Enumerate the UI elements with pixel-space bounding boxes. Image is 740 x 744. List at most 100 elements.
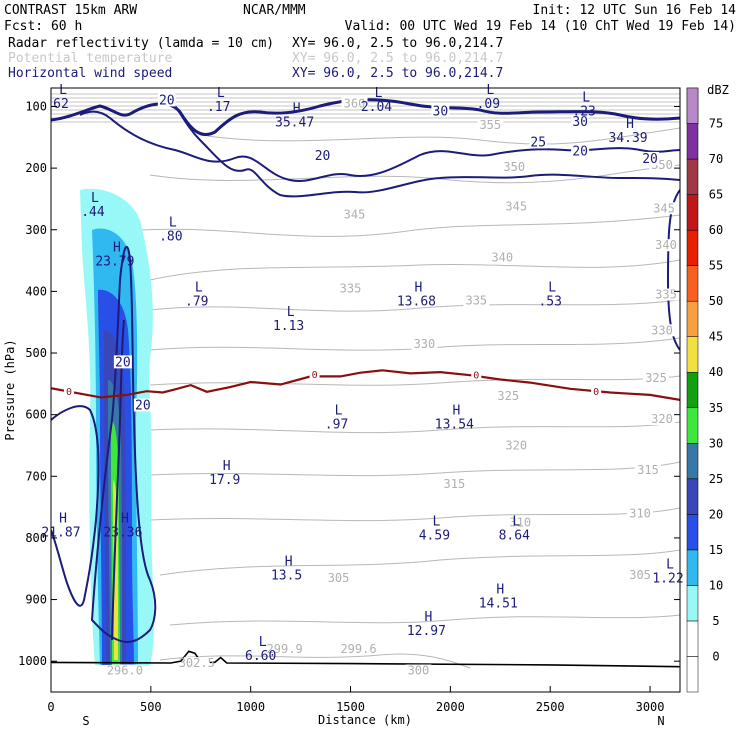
wind-20-left-contour — [51, 405, 100, 607]
theta-label: 315 — [637, 463, 659, 477]
x-tick-label: 0 — [47, 700, 54, 714]
theta-350-line — [149, 164, 680, 184]
theta-label: 330 — [651, 323, 673, 337]
theta-label: 345 — [505, 199, 527, 213]
wind-jet-core-contour — [111, 319, 125, 641]
institution-label: NCAR/MMM — [243, 3, 306, 18]
y-tick-label: 400 — [25, 284, 47, 298]
field-wind-name: Horizontal wind speed — [8, 66, 172, 81]
wind-label-bg — [571, 114, 590, 128]
theta-label: 335 — [340, 281, 362, 295]
extremum-value: .17 — [207, 100, 230, 115]
theta-label-bg — [627, 507, 654, 520]
theta-label: 305 — [629, 568, 651, 582]
colorbar-level-label: 25 — [709, 472, 723, 486]
freezing-label-bg — [309, 368, 320, 379]
wind-label: 20 — [115, 355, 131, 370]
colorbar-swatch — [686, 229, 699, 266]
x-tick-label: 2000 — [436, 700, 465, 714]
theta-label-bg — [111, 664, 138, 677]
theta-320-line — [149, 421, 680, 434]
theta-label-bg — [341, 97, 368, 110]
theta-label: 302.5 — [179, 656, 215, 670]
theta-label: 325 — [497, 389, 519, 403]
colorbar: dBZ 0 5 10 15 20 25 30 35 40 45 50 55 60 65 70 75 — [686, 83, 729, 693]
init-time: Init: 12 UTC Sun 16 Feb 14 — [533, 3, 737, 18]
wind-label: 20 — [315, 149, 331, 164]
high-marker: H — [496, 582, 504, 597]
extremum-value: 1.13 — [273, 319, 304, 334]
x-axis-start-label: S — [82, 714, 89, 728]
low-marker: L — [217, 86, 225, 101]
wind-label: 20 — [572, 145, 588, 160]
field-theta-name: Potential temperature — [8, 51, 173, 66]
extremum-value: .09 — [477, 97, 500, 112]
theta-label-bg — [627, 568, 654, 581]
colorbar-level-label: 0 — [712, 649, 719, 663]
extremum-value: 13.54 — [435, 418, 474, 433]
extremum-value: 4.59 — [419, 529, 450, 544]
colorbar-swatch — [686, 371, 699, 409]
theta-label-bg — [503, 439, 530, 452]
wind-20-upper-contour — [169, 99, 680, 198]
wind-label-bg — [529, 135, 548, 149]
y-tick-label: 200 — [25, 161, 47, 175]
colorbar-swatch — [686, 549, 699, 586]
wind-label: 30 — [433, 105, 449, 120]
colorbar-swatch — [686, 514, 699, 551]
colorbar-swatch — [686, 87, 699, 124]
extremum-value: 62 — [53, 97, 69, 112]
theta-label: 299.9 — [267, 642, 303, 656]
theta-label: 299.6 — [340, 642, 376, 656]
field-radar-xy: XY= 96.0, 2.5 to 96.0,214.7 — [292, 36, 503, 51]
theta-label-bg — [501, 160, 528, 173]
y-tick-label: 900 — [25, 593, 47, 607]
theta-335-line — [149, 299, 680, 312]
plot-frame — [50, 87, 681, 693]
high-marker: H — [121, 512, 129, 527]
wind-30-contour — [51, 98, 680, 136]
extremum-value: 13.5 — [271, 569, 302, 584]
freezing-label: 0 — [473, 370, 479, 381]
colorbar-level-label: 40 — [709, 365, 723, 379]
extremum-value: 21.87 — [41, 526, 80, 541]
wind-label: 25 — [530, 135, 546, 150]
extremum-value: .80 — [159, 230, 182, 245]
extremum-value: 1.22 — [652, 572, 683, 587]
theta-label: 360 — [344, 96, 366, 110]
colorbar-level-label: 15 — [709, 543, 723, 557]
theta-label: 335 — [655, 288, 677, 302]
x-tick-label: 500 — [140, 700, 162, 714]
theta-label: 320 — [505, 439, 527, 453]
header: CONTRAST 15km ARW NCAR/MMM Init: 12 UTC … — [4, 3, 736, 81]
wind-label: 30 — [572, 115, 588, 130]
colorbar-level-label: 30 — [709, 436, 723, 450]
high-marker: H — [59, 512, 67, 527]
extremum-value: .44 — [81, 205, 105, 220]
theta-label: 296.0 — [107, 664, 143, 678]
low-marker: L — [335, 404, 343, 419]
theta-345-line — [139, 214, 680, 237]
field-theta-xy: XY= 96.0, 2.5 to 96.0,214.7 — [292, 51, 503, 66]
theta-310-line — [149, 507, 680, 522]
extremum-value: .97 — [325, 418, 348, 433]
theta-label: 350 — [503, 160, 525, 174]
extremum-value: 23.79 — [95, 254, 134, 269]
theta-label: 320 — [651, 412, 673, 426]
low-marker: L — [59, 83, 67, 98]
theta-label: 300 — [408, 664, 430, 678]
theta-label: 315 — [444, 477, 466, 491]
colorbar-level-label: 60 — [709, 223, 723, 237]
extremum-value: 17.9 — [209, 473, 240, 488]
colorbar-swatch — [686, 407, 699, 444]
freezing-label-bg — [63, 386, 74, 397]
colorbar-level-label: 10 — [709, 578, 723, 592]
low-marker: L — [666, 558, 674, 573]
y-axis-label: Pressure (hPa) — [3, 339, 17, 440]
theta-label-bg — [649, 324, 676, 337]
theta-label: 310 — [629, 506, 651, 520]
theta-label: 305 — [328, 571, 350, 585]
